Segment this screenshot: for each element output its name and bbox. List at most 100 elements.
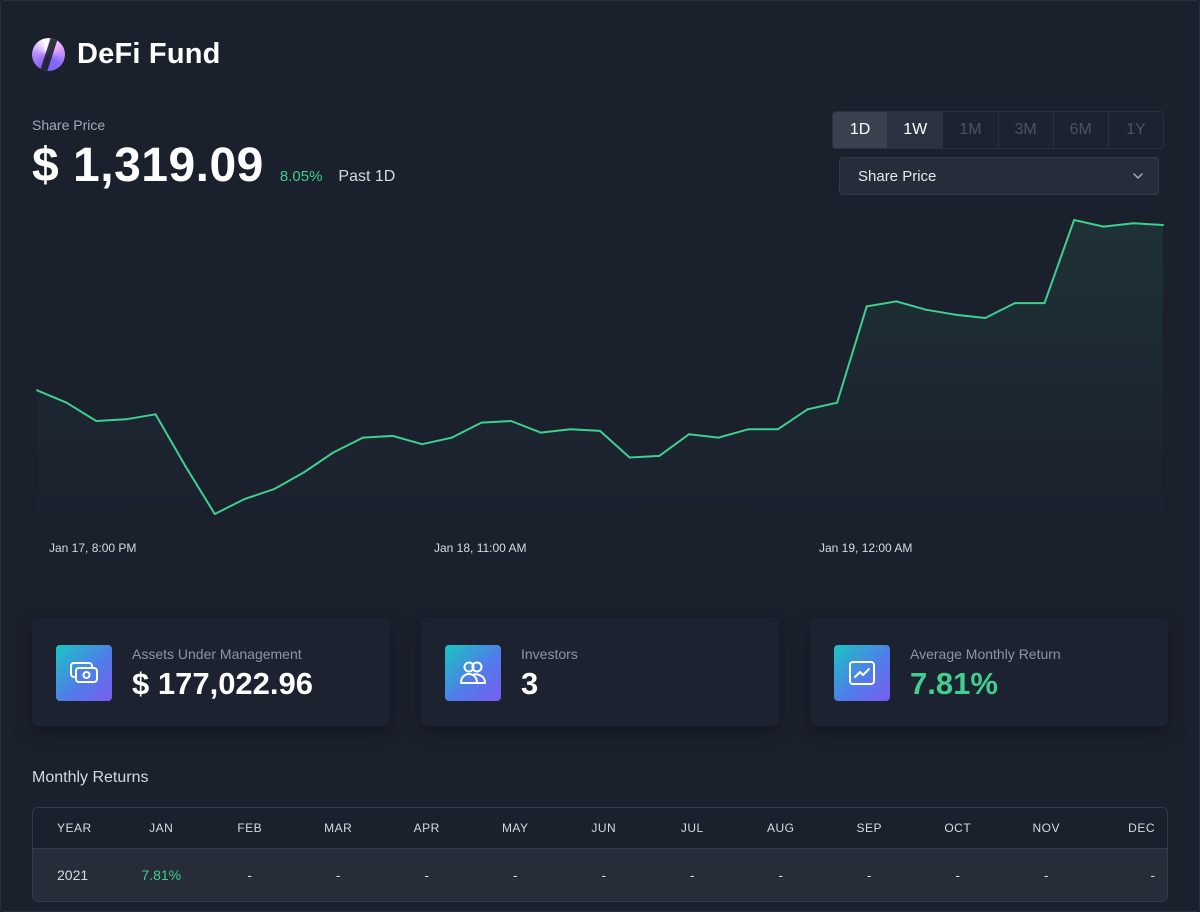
- column-header: MAY: [501, 821, 529, 835]
- share-price-row: $ 1,319.09 8.05% Past 1D: [32, 138, 395, 193]
- chart-data-point: [687, 433, 690, 436]
- table-header-row: YEAR JAN FEB MAR APR MAY JUN JUL AUG SEP…: [33, 808, 1167, 849]
- chart-data-point: [450, 436, 453, 439]
- chart-data-point: [332, 451, 335, 454]
- users-icon: [445, 645, 501, 701]
- column-header: DEC: [1128, 821, 1155, 835]
- column-header: JUN: [591, 821, 617, 835]
- chart-data-point: [776, 428, 779, 431]
- chart-data-point: [65, 401, 68, 404]
- metric-select-value: Share Price: [858, 167, 937, 185]
- table-cell: -: [512, 867, 518, 883]
- table-cell: -: [689, 867, 695, 883]
- chart-data-point: [480, 421, 483, 424]
- chart-data-point: [1102, 225, 1105, 228]
- metric-select[interactable]: Share Price: [839, 157, 1159, 195]
- chart-data-point: [273, 488, 276, 491]
- chart-data-point: [836, 401, 839, 404]
- chart-data-point: [628, 456, 631, 459]
- chart-data-point: [302, 471, 305, 474]
- chart-data-point: [510, 419, 513, 422]
- chart-data-point: [954, 313, 957, 316]
- chart-data-point: [806, 408, 809, 411]
- column-header: YEAR: [57, 821, 92, 835]
- chart-data-point: [599, 429, 601, 432]
- table-cell: -: [335, 867, 341, 883]
- chart-data-point: [1013, 302, 1016, 305]
- chart-data-point: [747, 428, 750, 431]
- price-change-percent: 8.05%: [279, 168, 323, 185]
- table-cell: -: [247, 867, 253, 883]
- time-range-tabs: 1D 1W 1M 3M 6M 1Y: [832, 111, 1164, 149]
- stat-value: $ 177,022.96: [132, 666, 314, 701]
- monthly-returns-title: Monthly Returns: [32, 769, 149, 786]
- chart-data-point: [1132, 222, 1135, 225]
- range-tab-1d[interactable]: 1D: [833, 112, 888, 148]
- range-tab-3m[interactable]: 3M: [997, 112, 1053, 148]
- range-tab-1m[interactable]: 1M: [942, 112, 997, 148]
- chart-area-fill: [37, 220, 1163, 520]
- table-cell-year: 2021: [57, 867, 89, 883]
- chart-data-point: [895, 300, 898, 303]
- chart-data-point: [95, 419, 98, 422]
- stat-card-investors: Investors 3: [421, 618, 779, 726]
- chart-data-point: [391, 434, 394, 437]
- x-tick-label: Jan 19, 12:00 AM: [819, 541, 913, 555]
- share-price-value: $ 1,319.09: [32, 139, 264, 192]
- app-title: DeFi Fund: [77, 38, 221, 70]
- chart-data-point: [243, 498, 246, 501]
- chart-data-point: [658, 454, 661, 457]
- table-cell: 7.81%: [141, 867, 182, 883]
- column-header: JAN: [149, 821, 174, 835]
- share-price-label: Share Price: [32, 117, 106, 133]
- chevron-down-icon: [1133, 173, 1143, 179]
- column-header: AUG: [766, 821, 795, 835]
- monthly-returns-table: YEAR JAN FEB MAR APR MAY JUN JUL AUG SEP…: [32, 807, 1168, 902]
- stat-card-avg-return: Average Monthly Return 7.81%: [810, 618, 1168, 726]
- x-tick-label: Jan 17, 8:00 PM: [49, 541, 137, 555]
- column-header: NOV: [1032, 821, 1060, 835]
- chart-data-point: [865, 305, 868, 308]
- x-tick-label: Jan 18, 11:00 AM: [434, 541, 527, 555]
- chart-data-point: [36, 389, 38, 392]
- table-cell: -: [1150, 867, 1155, 883]
- range-tab-1w[interactable]: 1W: [887, 112, 943, 148]
- stat-value: 3: [521, 666, 539, 701]
- column-header: MAR: [324, 821, 353, 835]
- chart-data-point: [361, 436, 364, 439]
- column-header: JUL: [680, 821, 704, 835]
- column-header: SEP: [856, 821, 882, 835]
- app-header: DeFi Fund: [32, 38, 221, 71]
- stat-value: 7.81%: [910, 666, 998, 701]
- stat-label: Investors: [521, 646, 578, 662]
- chart-data-point: [421, 443, 424, 446]
- column-header: APR: [413, 821, 440, 835]
- chart-data-point: [1162, 223, 1164, 226]
- table-row: 2021 7.81% - - - - - - - - - - -: [33, 849, 1167, 901]
- price-change-period: Past 1D: [338, 168, 396, 185]
- stat-label: Assets Under Management: [132, 646, 302, 662]
- range-tab-6m[interactable]: 6M: [1052, 112, 1108, 148]
- chart-data-point: [1043, 302, 1046, 305]
- chart-data-point: [924, 308, 927, 311]
- cash-icon: [56, 645, 112, 701]
- table-cell: -: [424, 867, 430, 883]
- table-cell: -: [601, 867, 607, 883]
- table-cell: -: [866, 867, 872, 883]
- stat-label: Average Monthly Return: [910, 646, 1061, 662]
- chart-data-point: [539, 431, 542, 434]
- share-price-chart: [36, 219, 1164, 520]
- chart-data-point: [213, 513, 216, 515]
- range-tab-1y[interactable]: 1Y: [1107, 112, 1163, 148]
- chart-data-point: [1073, 219, 1076, 221]
- column-header: FEB: [237, 821, 263, 835]
- fund-logo-icon: [32, 38, 65, 71]
- table-cell: -: [955, 867, 961, 883]
- column-header: OCT: [944, 821, 972, 835]
- chart-data-point: [154, 413, 157, 416]
- table-cell: -: [1043, 867, 1049, 883]
- stat-card-aum: Assets Under Management $ 177,022.96: [32, 618, 390, 726]
- chart-data-point: [569, 428, 572, 431]
- table-cell: -: [778, 867, 784, 883]
- chart-data-point: [124, 418, 127, 421]
